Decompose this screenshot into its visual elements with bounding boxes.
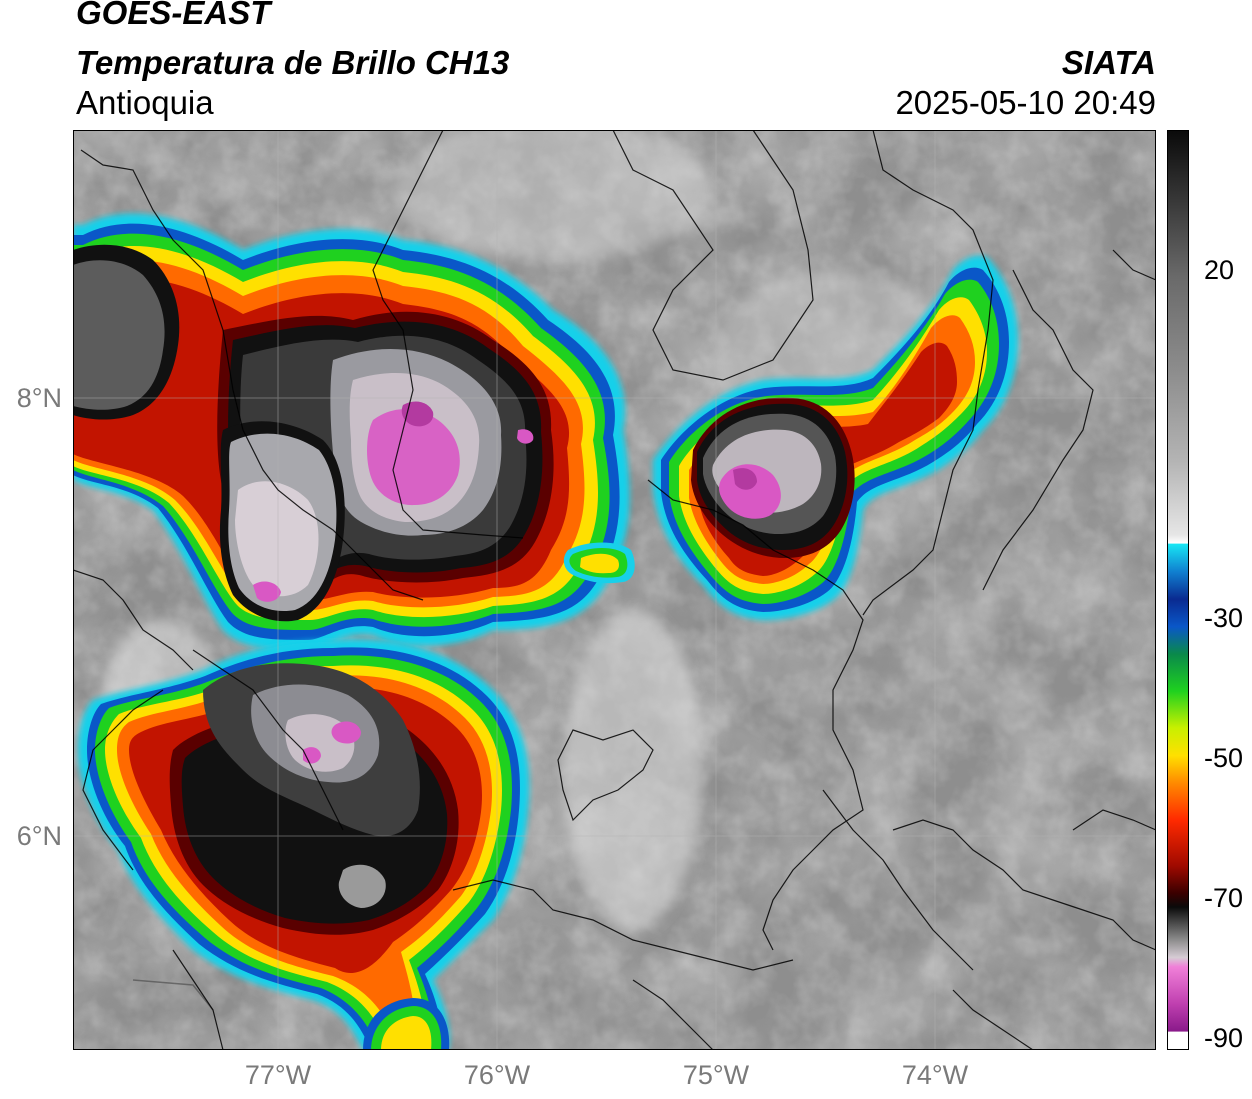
municipal-borders <box>73 130 1156 1050</box>
lon-label-77w: 77°W <box>244 1060 312 1090</box>
lat-label-8n: 8°N <box>16 383 62 413</box>
lat-label-6n: 6°N <box>16 821 62 851</box>
colorbar-tick-neg30: -30 <box>1204 603 1244 633</box>
colorbar <box>1167 130 1189 1050</box>
colorbar-tick-neg70: -70 <box>1204 883 1244 913</box>
title-product: Temperatura de Brillo CH13 <box>76 44 510 81</box>
storm-cell-north <box>73 213 630 650</box>
title-agency: SIATA <box>1061 44 1156 81</box>
colorbar-tick-neg90: -90 <box>1204 1023 1244 1053</box>
colorbar-tick-20: 20 <box>1204 255 1235 285</box>
storm-cell-bottom <box>363 998 450 1050</box>
lon-label-76w: 76°W <box>463 1060 531 1090</box>
storm-cell-south <box>78 639 530 1050</box>
satellite-map <box>73 130 1156 1050</box>
colorbar-tick-neg50: -50 <box>1204 743 1244 773</box>
lon-label-75w: 75°W <box>682 1060 750 1090</box>
title-satellite: GOES-EAST <box>76 0 271 31</box>
lon-label-74w: 74°W <box>901 1060 969 1090</box>
storm-fragment <box>563 542 635 584</box>
graticule <box>73 130 1156 1050</box>
title-region: Antioquia <box>76 84 214 121</box>
storm-cell-east <box>653 255 1018 620</box>
title-timestamp: 2025-05-10 20:49 <box>895 84 1156 121</box>
